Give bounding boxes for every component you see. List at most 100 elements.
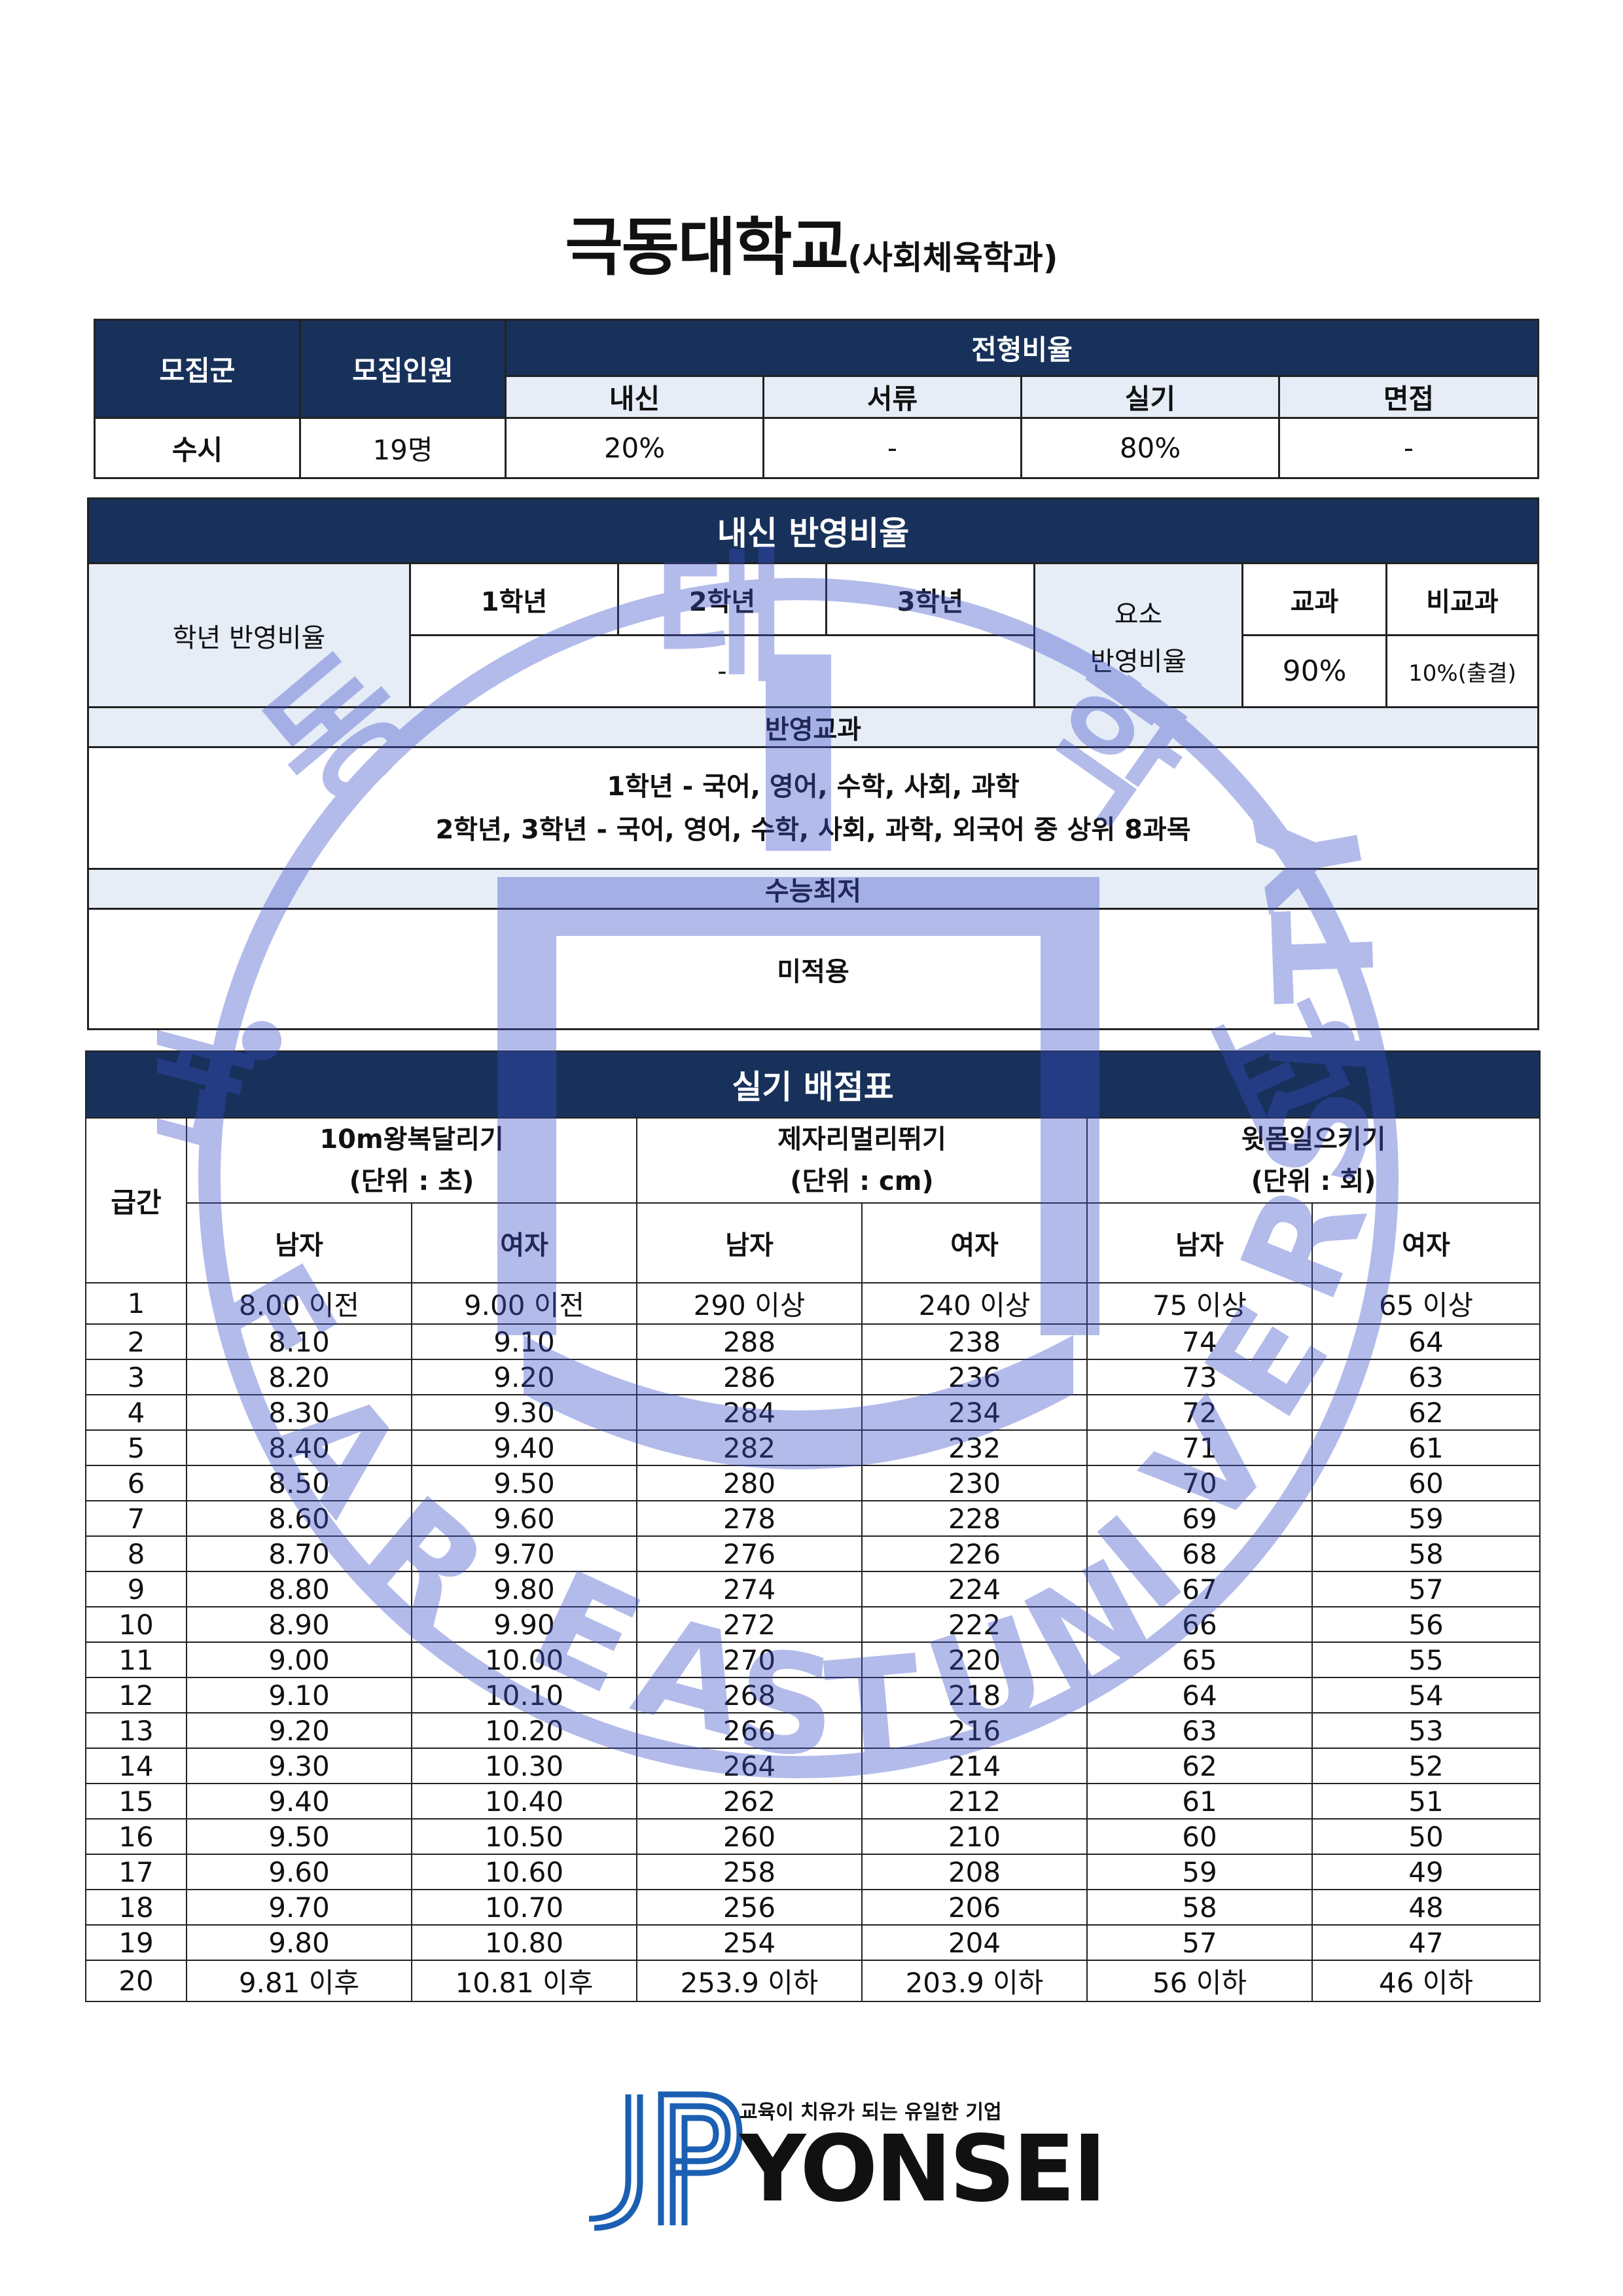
cell-shuttle-male: 8.60 <box>186 1500 412 1537</box>
header-group: 모집군 <box>94 319 301 419</box>
score-row: 5 8.40 9.40 282 232 71 61 <box>85 1429 1541 1466</box>
grades-title: 내신 반영비율 <box>86 497 1540 564</box>
score-row: 18 9.70 10.70 256 206 58 48 <box>85 1889 1541 1926</box>
row-ratio-naesin: 20% <box>505 417 764 479</box>
logo-brand: YONSEI <box>740 2116 1107 2223</box>
logo-tagline: 교육이 치유가 되는 유일한 기업 <box>740 2101 1002 2124</box>
event-name: 윗몸일으키기 <box>1241 1124 1386 1155</box>
cell-situps-male: 63 <box>1086 1712 1313 1749</box>
event-shuttle: 10m왕복달리기 (단위 : 초) <box>186 1117 637 1204</box>
cell-jump-female: 234 <box>861 1394 1088 1431</box>
cell-situps-male: 70 <box>1086 1465 1313 1501</box>
cell-situps-female: 51 <box>1311 1783 1541 1820</box>
cell-jump-female: 214 <box>861 1748 1088 1784</box>
cell-shuttle-male: 8.90 <box>186 1606 412 1643</box>
cell-situps-male: 60 <box>1086 1818 1313 1855</box>
cell-grade: 4 <box>85 1394 187 1431</box>
cell-situps-male: 73 <box>1086 1359 1313 1395</box>
cell-shuttle-male: 8.50 <box>186 1465 412 1501</box>
cell-situps-female: 55 <box>1311 1641 1541 1678</box>
event-unit: (단위 : cm) <box>790 1166 934 1196</box>
cell-situps-male: 57 <box>1086 1924 1313 1961</box>
cell-situps-female: 50 <box>1311 1818 1541 1855</box>
element-value-noncurricular: 10%(출결) <box>1385 634 1540 708</box>
cell-jump-male: 284 <box>636 1394 863 1431</box>
cell-situps-male: 72 <box>1086 1394 1313 1431</box>
row-ratio-docs: - <box>762 417 1022 479</box>
cell-situps-female: 54 <box>1311 1677 1541 1713</box>
cell-jump-male: 256 <box>636 1889 863 1926</box>
header-ratio: 전형비율 <box>505 319 1539 377</box>
cell-shuttle-female: 10.20 <box>411 1712 637 1749</box>
cell-jump-male: 260 <box>636 1818 863 1855</box>
header-count: 모집인원 <box>299 319 507 419</box>
jp-yonsei-logo: 교육이 치유가 되는 유일한 기업 YONSEI <box>576 2081 1107 2232</box>
cell-jump-male: 272 <box>636 1606 863 1643</box>
row-group: 수시 <box>94 417 301 479</box>
cell-situps-female: 58 <box>1311 1535 1541 1572</box>
cell-shuttle-female: 10.00 <box>411 1641 637 1678</box>
cell-shuttle-male: 8.70 <box>186 1535 412 1572</box>
cell-jump-female: 226 <box>861 1535 1088 1572</box>
grades-table: 내신 반영비율 학년 반영비율 1학년 2학년 3학년 요소 반영비율 교과 비… <box>86 497 1540 1030</box>
cell-jump-female: 210 <box>861 1818 1088 1855</box>
ratio-col-interview: 면접 <box>1278 375 1539 419</box>
cell-grade: 17 <box>85 1854 187 1890</box>
cell-jump-male: 262 <box>636 1783 863 1820</box>
cell-shuttle-male: 8.80 <box>186 1571 412 1607</box>
cell-situps-male: 62 <box>1086 1748 1313 1784</box>
practical-table: 실기 배점표 급간 10m왕복달리기 (단위 : 초) 제자리멀리뛰기 (단위 … <box>84 1050 1541 2002</box>
subjects-title: 반영교과 <box>86 706 1540 748</box>
grade-label: 급간 <box>85 1117 187 1283</box>
year-3: 3학년 <box>825 562 1035 636</box>
cell-jump-female: 216 <box>861 1712 1088 1749</box>
event-name: 10m왕복달리기 <box>319 1124 504 1155</box>
score-row: 13 9.20 10.20 266 216 63 53 <box>85 1712 1541 1749</box>
cell-situps-male: 64 <box>1086 1677 1313 1713</box>
cell-jump-female: 212 <box>861 1783 1088 1820</box>
cell-jump-male: 266 <box>636 1712 863 1749</box>
cell-shuttle-female: 10.81 이후 <box>411 1960 637 2002</box>
jp-logo-icon <box>588 2091 743 2231</box>
cell-shuttle-female: 10.50 <box>411 1818 637 1855</box>
event-situps: 윗몸일으키기 (단위 : 회) <box>1086 1117 1541 1204</box>
cell-situps-female: 52 <box>1311 1748 1541 1784</box>
cell-jump-female: 232 <box>861 1429 1088 1466</box>
element-label-2: 반영비율 <box>1090 646 1187 677</box>
subjects-line-1: 1학년 - 국어, 영어, 수학, 사회, 과학 <box>607 771 1020 802</box>
element-ratio-label: 요소 반영비율 <box>1033 562 1243 708</box>
cell-situps-female: 53 <box>1311 1712 1541 1749</box>
cell-situps-female: 63 <box>1311 1359 1541 1395</box>
admission-table: 모집군 모집인원 전형비율 내신 서류 실기 면접 수시 19명 20% - 8… <box>94 319 1539 479</box>
score-row: 8 8.70 9.70 276 226 68 58 <box>85 1535 1541 1572</box>
cell-jump-female: 224 <box>861 1571 1088 1607</box>
event-unit: (단위 : 회) <box>1251 1166 1376 1196</box>
cell-jump-male: 286 <box>636 1359 863 1395</box>
cell-jump-male: 282 <box>636 1429 863 1466</box>
row-ratio-practical: 80% <box>1020 417 1280 479</box>
cell-shuttle-male: 9.10 <box>186 1677 412 1713</box>
cell-jump-male: 253.9 이하 <box>636 1960 863 2002</box>
event-name: 제자리멀리뛰기 <box>777 1124 946 1155</box>
ratio-col-practical: 실기 <box>1020 375 1280 419</box>
cell-shuttle-female: 10.70 <box>411 1889 637 1926</box>
event-long-jump: 제자리멀리뛰기 (단위 : cm) <box>636 1117 1088 1204</box>
cell-jump-male: 280 <box>636 1465 863 1501</box>
cell-shuttle-female: 9.80 <box>411 1571 637 1607</box>
cell-jump-male: 254 <box>636 1924 863 1961</box>
cell-situps-male: 56 이하 <box>1086 1960 1313 2002</box>
gender-female: 여자 <box>861 1202 1088 1283</box>
cell-jump-female: 236 <box>861 1359 1088 1395</box>
cell-jump-female: 206 <box>861 1889 1088 1926</box>
cell-situps-male: 67 <box>1086 1571 1313 1607</box>
score-row: 16 9.50 10.50 260 210 60 50 <box>85 1818 1541 1855</box>
cell-shuttle-female: 9.30 <box>411 1394 637 1431</box>
score-row: 10 8.90 9.90 272 222 66 56 <box>85 1606 1541 1643</box>
cell-shuttle-male: 9.50 <box>186 1818 412 1855</box>
cell-grade: 10 <box>85 1606 187 1643</box>
cell-shuttle-male: 9.20 <box>186 1712 412 1749</box>
score-row: 17 9.60 10.60 258 208 59 49 <box>85 1854 1541 1890</box>
element-col-curricular: 교과 <box>1241 562 1387 636</box>
cell-shuttle-male: 8.20 <box>186 1359 412 1395</box>
cell-grade: 15 <box>85 1783 187 1820</box>
